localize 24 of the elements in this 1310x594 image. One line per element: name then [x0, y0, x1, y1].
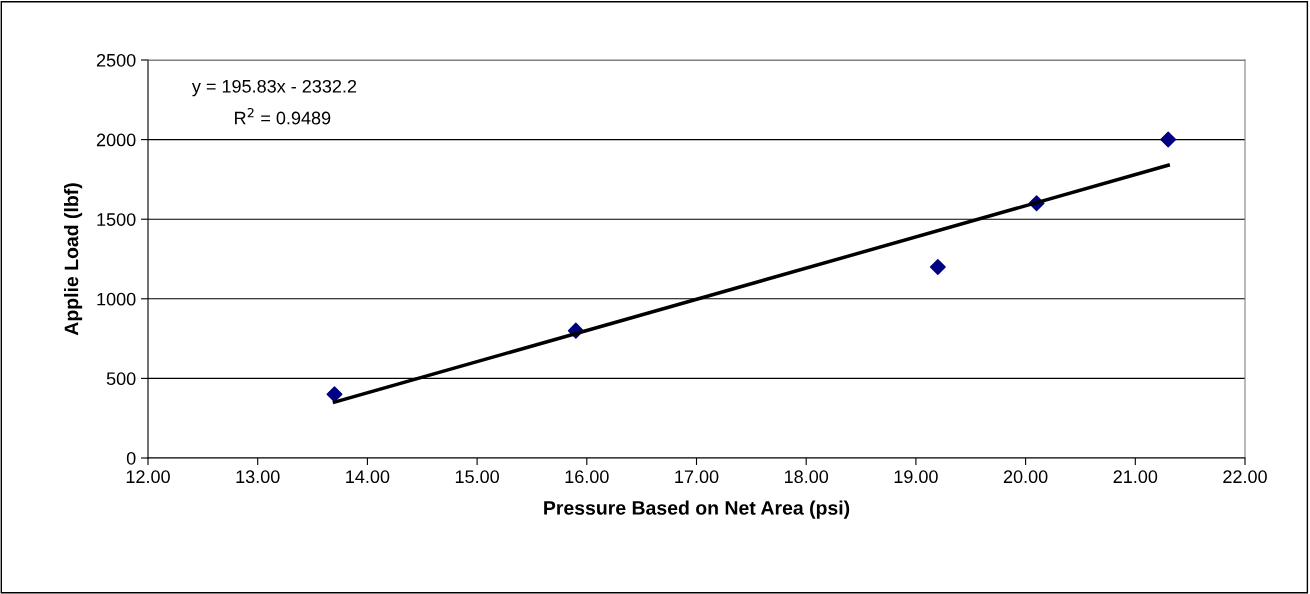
annotation: R$^{2}$ = 0.9489	[235, 107, 331, 125]
annotation: y = 195.83x - 2332.2	[191, 79, 357, 97]
x-tick-label: 12.00	[126, 470, 170, 484]
point	[1160, 131, 1177, 148]
x-tick-label: 13.00	[236, 470, 280, 484]
x-tick-label: 19.00	[894, 470, 938, 484]
x-tick-label: 18.00	[784, 470, 829, 484]
x-tick-label: 20.00	[1003, 470, 1048, 484]
x-tick-label: 22.00	[1223, 470, 1267, 484]
x-tick-label: 17.00	[675, 470, 719, 484]
x-axis-title: Pressure Based on Net Area (psi)	[544, 500, 850, 519]
x-tick-label: 21.00	[1113, 470, 1158, 484]
point	[929, 258, 946, 275]
x-tick-label: 16.00	[565, 470, 609, 484]
y-tick-label: 500	[106, 372, 136, 386]
point	[326, 386, 343, 403]
x-tick-label: 15.00	[455, 470, 499, 484]
y-tick-label: 1500	[97, 213, 136, 226]
y-tick-label: 1000	[97, 292, 136, 306]
y-tick-label: 2000	[96, 133, 136, 147]
y-tick-label: 2500	[96, 53, 136, 67]
x-tick-label: 14.00	[346, 470, 390, 484]
y-axis-title: Applie Load (lbf)	[64, 183, 83, 336]
y-tick-label: 0	[126, 451, 136, 465]
